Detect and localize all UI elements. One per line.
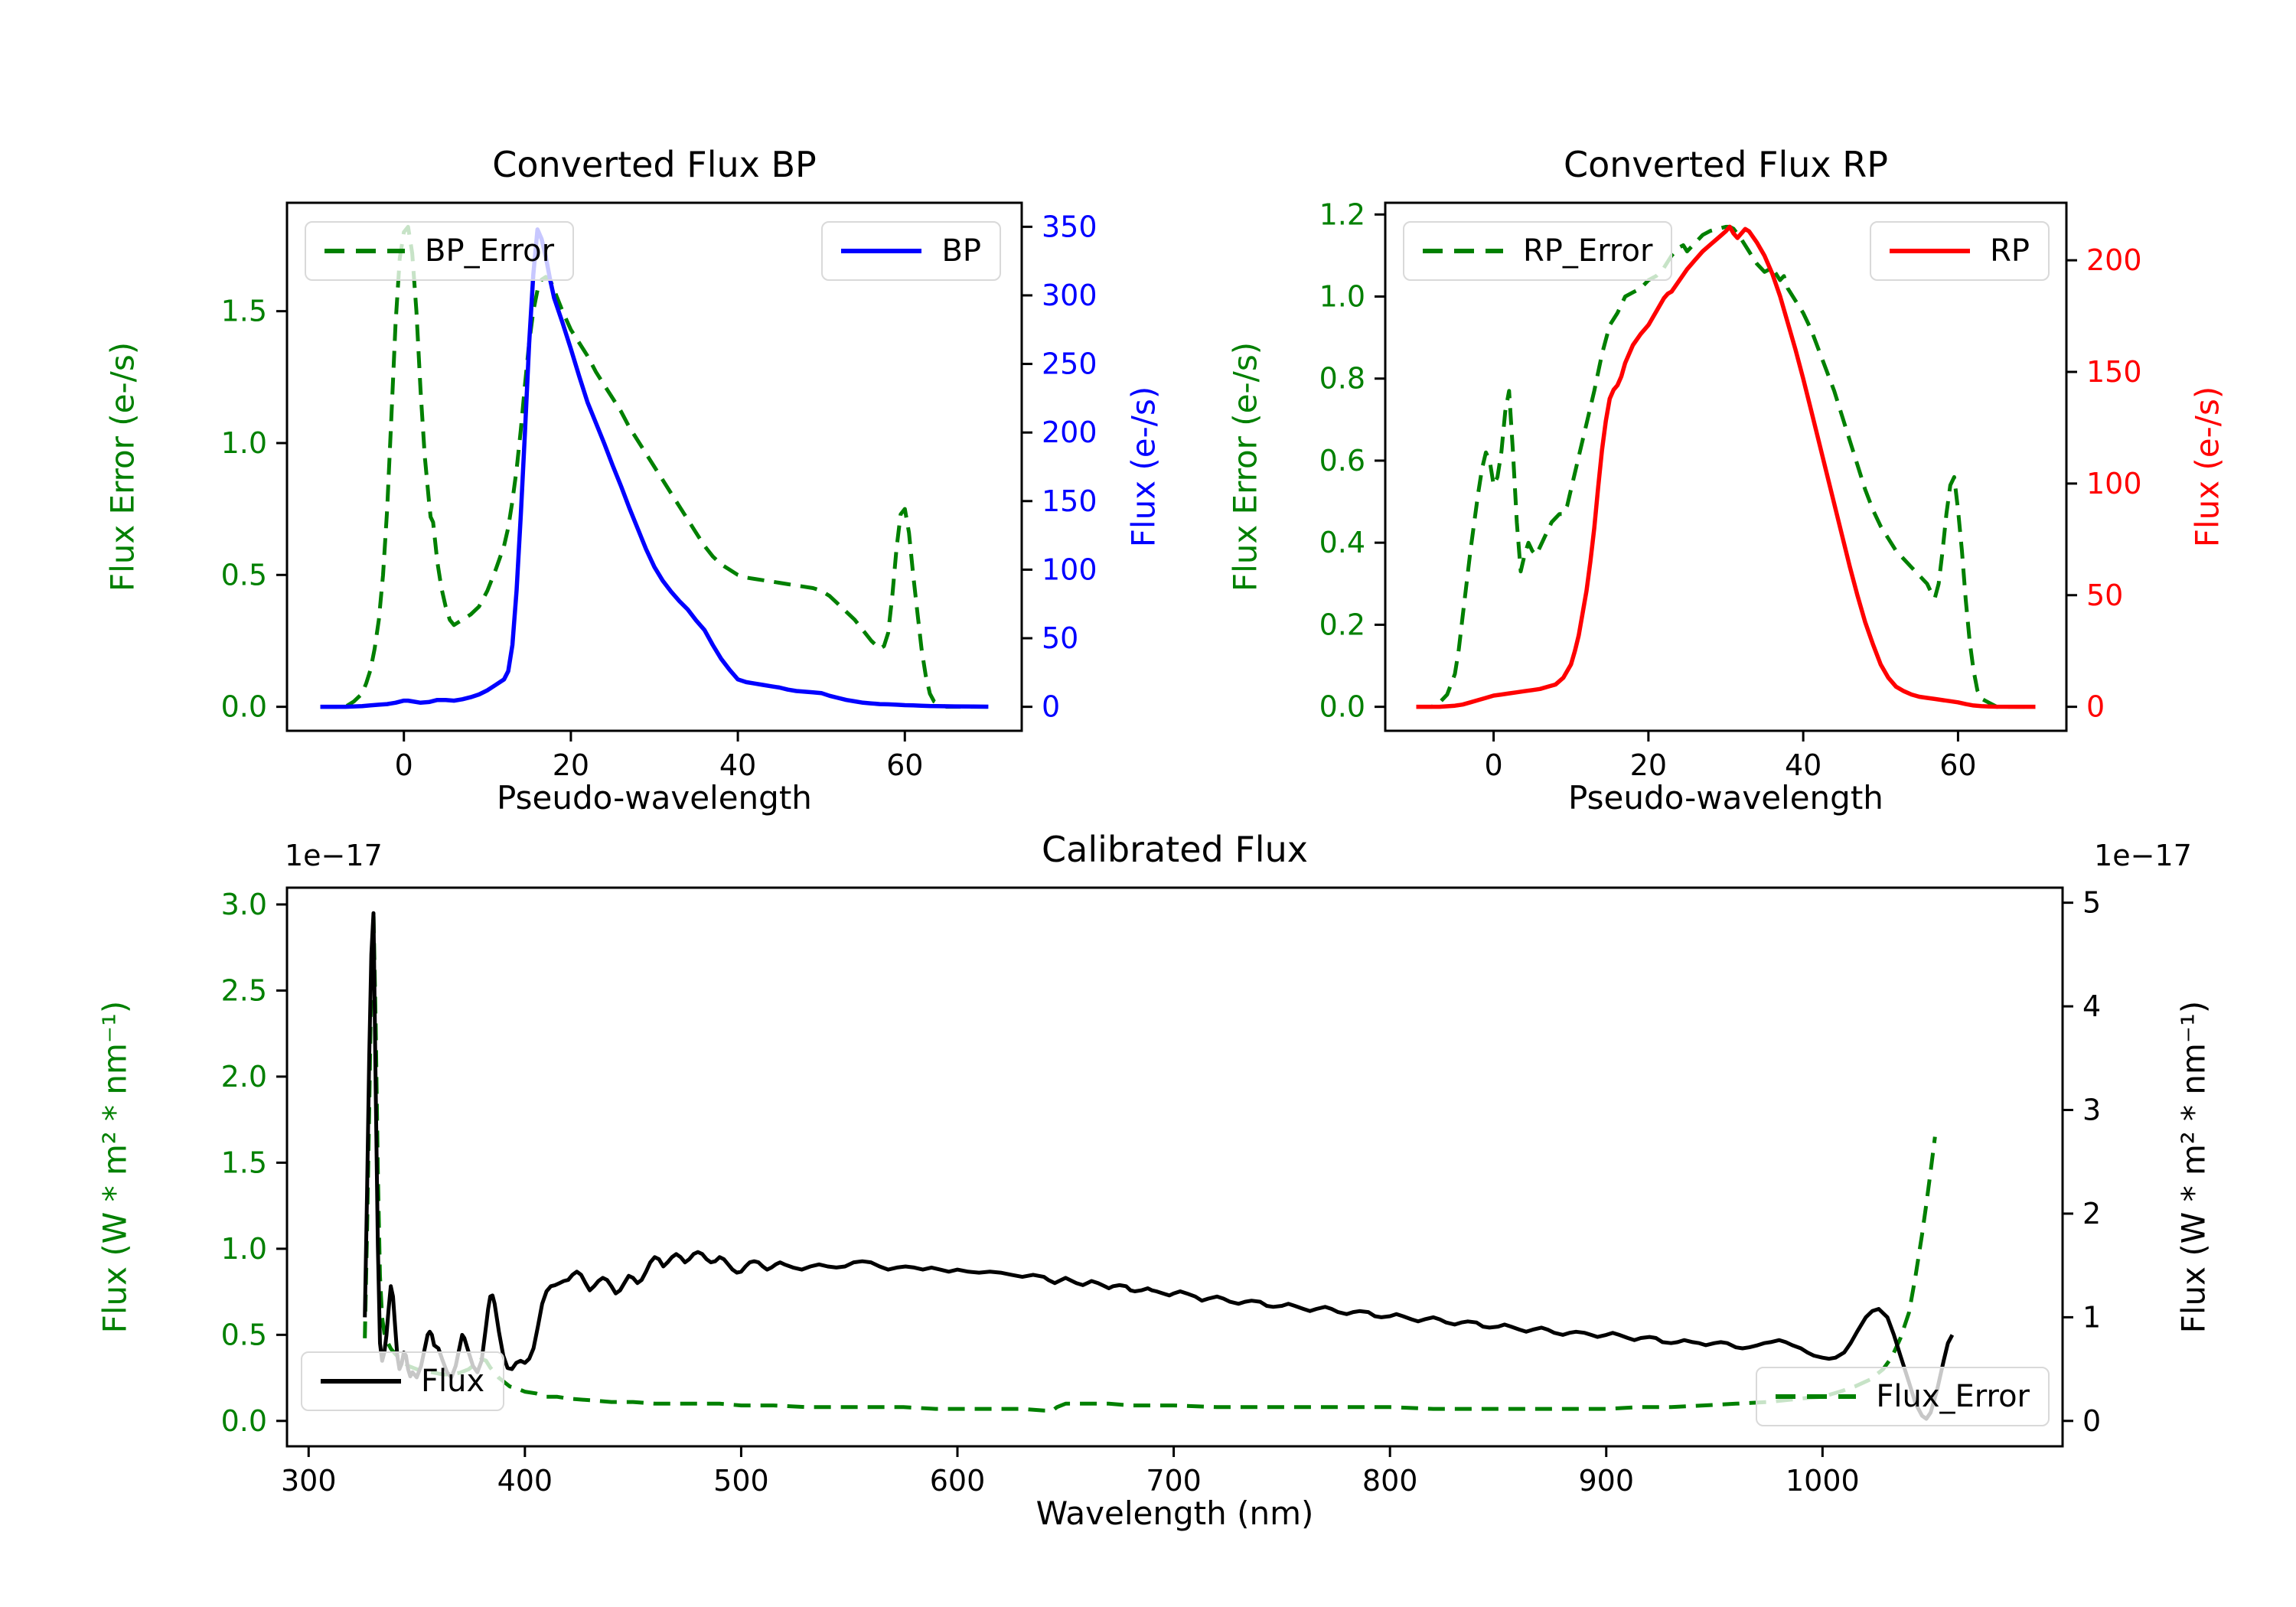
rp-ytick-right-label: 0: [2086, 690, 2105, 724]
cal-ytick-left-label: 0.0: [221, 1404, 267, 1438]
cal-ytick-left-label: 2.5: [221, 973, 267, 1007]
legend-flux-error: Flux_Error: [1756, 1367, 2050, 1426]
bp-xtick-label: 40: [719, 748, 756, 782]
bp-ytick-right-label: 0: [1042, 690, 1060, 724]
rp-error-legend-label: RP_Error: [1523, 233, 1653, 269]
bp-ytick-right-label: 150: [1042, 484, 1097, 518]
cal-xtick-label: 700: [1146, 1464, 1202, 1498]
bp-legend-line: [841, 249, 922, 253]
bp-ytick-right-label: 50: [1042, 621, 1078, 655]
rp-xtick-label: 0: [1484, 748, 1502, 782]
rp-spines: [1384, 201, 2068, 732]
legend-rp: RP: [1870, 221, 2050, 281]
bp-ytick-left-label: 1.5: [221, 295, 267, 328]
rp-ytick-right-label: 50: [2086, 579, 2123, 612]
cal-left-offset-text: 1e−17: [285, 839, 383, 872]
bp-left-yaxis-label: Flux Error (e-/s): [103, 341, 142, 592]
rp-curve: [1416, 224, 2036, 709]
cal-xtick-label: 1000: [1786, 1464, 1860, 1498]
flux-legend-line: [321, 1379, 401, 1384]
cal-ytick-left-label: 1.5: [221, 1146, 267, 1179]
cal-ytick-left-label: 0.5: [221, 1318, 267, 1351]
bp-ytick-left-label: 0.5: [221, 558, 267, 592]
bp-error-legend-label: BP_Error: [425, 233, 555, 269]
rp-right-yaxis-label: Flux (e-/s): [2188, 386, 2226, 548]
rp-ytick-right-label: 150: [2086, 355, 2142, 389]
cal-xtick-label: 300: [281, 1464, 337, 1498]
cal-ytick-right-label: 1: [2082, 1300, 2101, 1334]
cal-plot-title: Calibrated Flux: [1042, 829, 1308, 870]
cal-xtick-label: 800: [1362, 1464, 1418, 1498]
cal-ytick-left-label: 1.0: [221, 1232, 267, 1266]
cal-xtick-label: 600: [930, 1464, 986, 1498]
rp-plot-title: Converted Flux RP: [1564, 144, 1888, 185]
cal-ytick-right-label: 5: [2082, 886, 2101, 920]
bp-ytick-right-label: 100: [1042, 553, 1097, 586]
cal-xtick-label: 900: [1578, 1464, 1634, 1498]
bp-plot-title: Converted Flux BP: [492, 144, 817, 185]
bp-ytick-right-label: 350: [1042, 210, 1097, 243]
rp-ytick-right-label: 100: [2086, 467, 2142, 500]
flux-error-legend-label: Flux_Error: [1876, 1379, 2030, 1414]
bp-legend-label: BP: [941, 233, 981, 269]
flux-error-curve: [363, 911, 1937, 1413]
cal-right-yaxis-label: Flux (W * m² * nm⁻¹): [2174, 1000, 2213, 1334]
rp-xaxis-label: Pseudo-wavelength: [1568, 779, 1883, 817]
rp-ytick-left-label: 1.2: [1319, 197, 1365, 231]
rp-xtick-label: 20: [1630, 748, 1667, 782]
rp-ytick-left-label: 0.0: [1319, 690, 1365, 724]
bp-error-legend-line: [325, 249, 405, 253]
bp-ytick-left-label: 1.0: [221, 426, 267, 460]
cal-ytick-right-label: 3: [2082, 1094, 2101, 1127]
bp-plot-area: [320, 224, 989, 709]
flux-error-legend-line: [1776, 1394, 1857, 1399]
cal-left-yaxis-label: Flux (W * m² * nm⁻¹): [96, 1000, 134, 1334]
bp-ytick-left-label: 0.0: [221, 690, 267, 724]
rp-legend-label: RP: [1990, 233, 2030, 269]
rp-plot-area: [1416, 224, 2036, 709]
bp-ytick-right-label: 250: [1042, 347, 1097, 381]
bp-xtick-label: 0: [395, 748, 413, 782]
rp-legend-line: [1890, 249, 1971, 253]
bp-spines: [285, 201, 1023, 732]
rp-xtick-label: 40: [1785, 748, 1821, 782]
rp-error-curve: [1416, 224, 2036, 709]
legend-bp: BP: [821, 221, 1001, 281]
rp-ytick-left-label: 0.8: [1319, 362, 1365, 396]
bp-error-curve: [320, 224, 989, 709]
rp-left-yaxis-label: Flux Error (e-/s): [1226, 341, 1264, 592]
legend-bp-error: BP_Error: [305, 221, 575, 281]
cal-ytick-left-label: 2.0: [221, 1060, 267, 1094]
rp-ytick-left-label: 1.0: [1319, 280, 1365, 314]
legend-rp-error: RP_Error: [1403, 221, 1673, 281]
cal-xaxis-label: Wavelength (nm): [1035, 1495, 1314, 1532]
bp-ytick-right-label: 200: [1042, 416, 1097, 449]
flux-legend-label: Flux: [421, 1364, 485, 1399]
cal-ytick-right-label: 4: [2082, 989, 2101, 1023]
rp-ytick-left-label: 0.6: [1319, 444, 1365, 478]
bp-xtick-label: 60: [886, 748, 923, 782]
rp-error-legend-line: [1423, 249, 1503, 253]
bp-curve: [320, 227, 989, 709]
rp-ytick-left-label: 0.2: [1319, 608, 1365, 641]
cal-spines: [285, 886, 2064, 1448]
cal-ytick-right-label: 2: [2082, 1197, 2101, 1231]
legend-flux: Flux: [301, 1351, 505, 1411]
flux-curve: [363, 911, 1955, 1421]
bp-xaxis-label: Pseudo-wavelength: [497, 779, 812, 817]
bp-right-yaxis-label: Flux (e-/s): [1124, 386, 1163, 548]
bp-ytick-right-label: 300: [1042, 279, 1097, 312]
cal-plot-area: [363, 911, 1955, 1421]
cal-right-offset-text: 1e−17: [2094, 839, 2192, 872]
rp-ytick-left-label: 0.4: [1319, 526, 1365, 559]
cal-xtick-label: 500: [713, 1464, 769, 1498]
rp-xtick-label: 60: [1939, 748, 1976, 782]
cal-xtick-label: 400: [497, 1464, 553, 1498]
cal-ytick-left-label: 3.0: [221, 888, 267, 921]
bp-xtick-label: 20: [553, 748, 589, 782]
rp-ytick-right-label: 200: [2086, 243, 2142, 277]
cal-ytick-right-label: 0: [2082, 1404, 2101, 1438]
